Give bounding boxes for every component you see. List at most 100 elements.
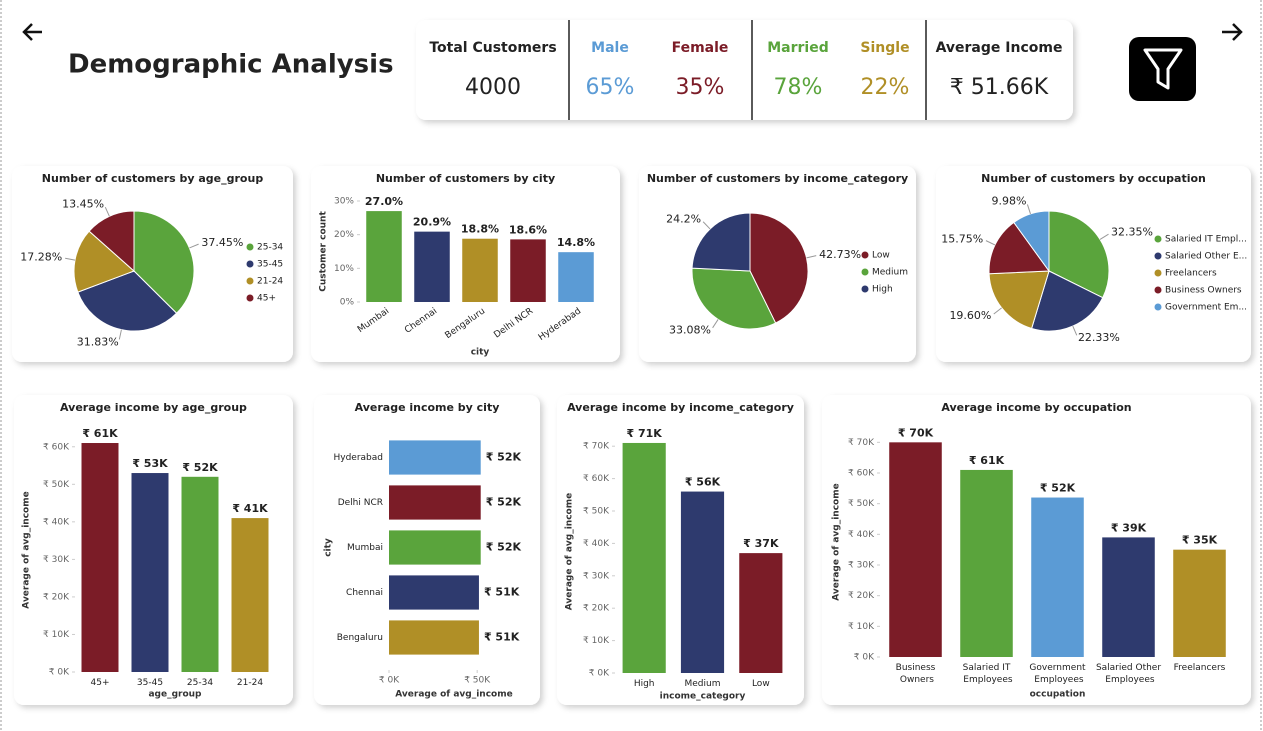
leader-line [1099, 233, 1109, 240]
data-label: ₹ 53K [132, 457, 168, 470]
kpi-label: Total Customers [429, 40, 556, 56]
chart-title: Number of customers by city [376, 172, 555, 185]
y-tick-label: Bengaluru [337, 633, 383, 643]
legend-marker [1154, 303, 1162, 311]
kpi-value: ₹ 51.66K [950, 75, 1049, 100]
pie-slice [749, 212, 809, 324]
data-label: ₹ 52K [486, 496, 522, 509]
legend-marker [861, 251, 869, 259]
data-label: 31.83% [77, 335, 119, 348]
y-axis-title: Average of avg_income [22, 491, 32, 608]
y-tick-label: ₹ 50K [848, 499, 875, 509]
y-tick-label: ₹ 20K [848, 591, 875, 601]
bar [366, 211, 402, 302]
leader-line [712, 319, 719, 329]
bar [389, 620, 479, 655]
x-tick-label: High [634, 679, 655, 689]
chart-title: Average income by age_group [60, 401, 247, 414]
data-label: 17.28% [20, 251, 62, 264]
y-tick-label: ₹ 10K [43, 630, 70, 640]
leader-line [65, 257, 76, 261]
y-tick-label: ₹ 50K [43, 480, 70, 490]
data-label: ₹ 35K [1182, 534, 1218, 547]
y-tick-label: ₹ 10K [583, 636, 610, 646]
data-label: 19.60% [949, 309, 991, 322]
data-label: ₹ 52K [486, 541, 522, 554]
x-axis-title: income_category [660, 692, 746, 702]
bar [462, 238, 498, 302]
legend-label: 25-34 [257, 243, 283, 253]
y-tick-label: ₹ 10K [848, 622, 875, 632]
data-label: 13.45% [62, 197, 104, 210]
arrow-icon [22, 23, 42, 41]
data-label: ₹ 56K [685, 476, 721, 489]
y-tick-label: Mumbai [347, 543, 383, 553]
bar [1102, 537, 1155, 657]
legend-label: Medium [872, 268, 908, 278]
data-label: ₹ 61K [969, 454, 1005, 467]
x-tick-label: ₹ 0K [379, 676, 400, 686]
data-label: 18.8% [461, 223, 499, 236]
data-label: 24.2% [666, 213, 701, 226]
bar [889, 442, 942, 657]
legend-marker [1154, 269, 1162, 277]
chart-title: Number of customers by occupation [981, 172, 1206, 185]
y-tick-label: ₹ 0K [49, 668, 70, 678]
pie-slice [133, 210, 195, 314]
x-tick-label: Freelancers [1174, 663, 1226, 673]
y-axis-title: Average of avg_income [565, 493, 575, 610]
data-label: ₹ 52K [1040, 482, 1076, 495]
y-tick-label: Hyderabad [334, 453, 384, 463]
bar [231, 518, 269, 672]
pie-slice [691, 212, 751, 272]
y-tick-label: ₹ 60K [848, 469, 875, 479]
legend-marker [1154, 286, 1162, 294]
legend-marker [1154, 252, 1162, 260]
x-tick-label: Low [752, 679, 770, 689]
data-label: 18.6% [509, 223, 547, 236]
x-tick-label: Medium [685, 679, 721, 689]
filter-button[interactable] [1129, 37, 1196, 101]
x-axis-title: occupation [1030, 690, 1086, 700]
bar [389, 485, 481, 520]
legend-marker [246, 294, 254, 302]
legend-label: Freelancers [1165, 269, 1217, 279]
y-tick-label: ₹ 20K [43, 592, 70, 602]
leader-line [1026, 204, 1031, 215]
x-tick-label: 21-24 [237, 678, 263, 688]
data-label: ₹ 37K [743, 537, 779, 550]
bar [181, 476, 219, 672]
data-label: ₹ 70K [898, 426, 934, 439]
bar [389, 575, 479, 610]
filter-bg [1129, 37, 1196, 101]
kpi-card [416, 20, 1073, 120]
x-axis-title: age_group [148, 690, 202, 700]
pie-slice [73, 230, 135, 293]
chart-title: Average income by city [355, 401, 500, 414]
bar [131, 473, 169, 672]
bar [1173, 549, 1226, 657]
data-label: ₹ 51K [484, 586, 520, 599]
y-tick-label: ₹ 30K [43, 555, 70, 565]
kpi-value: 78% [774, 75, 823, 100]
y-tick-label: ₹ 60K [583, 474, 610, 484]
bar [680, 491, 725, 673]
x-tick-label: 45+ [91, 678, 110, 688]
x-tick-label: Business Owners [896, 663, 936, 685]
y-tick-label: Delhi NCR [338, 498, 383, 508]
x-tick-label: 35-45 [137, 678, 163, 688]
forward-arrow[interactable] [1222, 23, 1243, 41]
legend-label: Low [872, 251, 890, 261]
chart-title: Average income by income_category [567, 401, 794, 414]
back-arrow[interactable] [22, 23, 42, 41]
x-axis-title: city [471, 348, 490, 358]
legend-label: 21-24 [257, 277, 283, 287]
y-tick-label: ₹ 70K [583, 442, 610, 452]
bar [960, 469, 1013, 657]
leader-line [118, 329, 122, 340]
y-tick-label: ₹ 60K [43, 442, 70, 452]
data-label: ₹ 41K [232, 502, 268, 515]
kpi-value: 35% [676, 75, 725, 100]
data-label: 14.8% [557, 236, 595, 249]
legend-marker [1154, 235, 1162, 243]
